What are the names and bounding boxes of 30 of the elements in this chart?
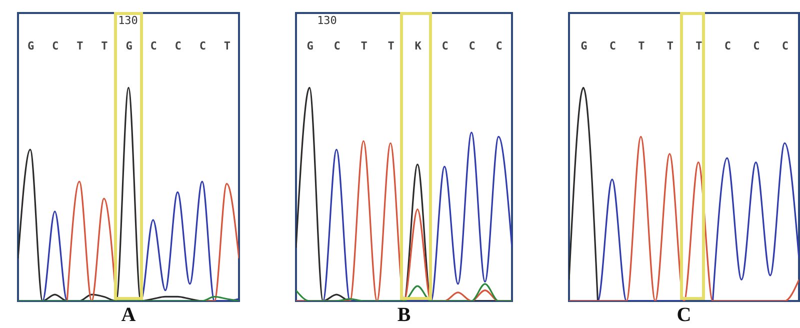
text: 130: [118, 14, 138, 27]
x-tick-label: T: [666, 40, 674, 52]
x-tick-label: C: [199, 40, 206, 52]
x-tick-label: C: [334, 40, 340, 52]
x-tick-label: C: [782, 40, 788, 52]
x-axis-title: B: [397, 304, 411, 326]
x-tick-label: G: [126, 40, 133, 52]
x-tick-label: T: [224, 40, 231, 52]
text: 130: [317, 14, 337, 27]
x-tick-label: C: [496, 40, 502, 52]
x-tick-label: C: [150, 40, 157, 52]
x-tick-label: C: [609, 40, 616, 52]
x-tick-label: T: [360, 40, 368, 52]
x-tick-label: K: [414, 40, 422, 52]
x-tick-label: T: [388, 40, 395, 52]
x-tick-label: C: [724, 40, 731, 52]
x-tick-label: C: [174, 40, 182, 52]
x-tick-label: G: [580, 40, 588, 52]
x-tick-label: C: [753, 40, 760, 52]
x-tick-label: T: [76, 40, 84, 52]
x-tick-label: T: [638, 40, 646, 52]
x-tick-label: C: [442, 40, 448, 52]
x-tick-label: C: [468, 40, 476, 52]
x-tick-label: T: [696, 40, 703, 52]
x-tick-label: T: [101, 40, 108, 52]
x-axis-title: C: [676, 304, 692, 326]
x-tick-label: G: [27, 40, 34, 52]
x-tick-label: C: [52, 40, 59, 52]
x-axis-title: A: [121, 304, 136, 326]
x-tick-label: G: [306, 40, 314, 52]
